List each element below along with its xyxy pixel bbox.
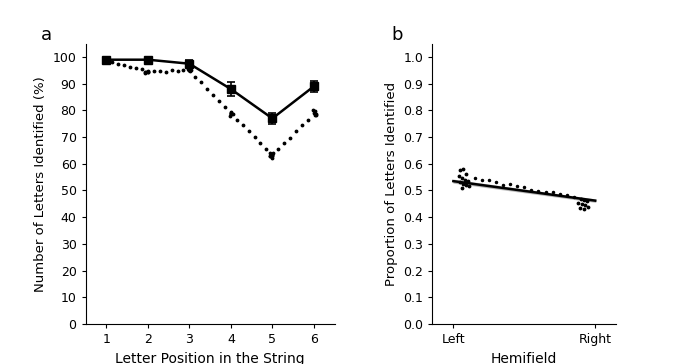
- Y-axis label: Proportion of Letters Identified: Proportion of Letters Identified: [384, 82, 397, 286]
- X-axis label: Letter Position in the String: Letter Position in the String: [115, 352, 305, 364]
- Text: b: b: [392, 25, 403, 44]
- X-axis label: Hemifield: Hemifield: [491, 352, 558, 364]
- Y-axis label: Number of Letters Identified (%): Number of Letters Identified (%): [34, 76, 47, 292]
- Text: a: a: [41, 25, 52, 44]
